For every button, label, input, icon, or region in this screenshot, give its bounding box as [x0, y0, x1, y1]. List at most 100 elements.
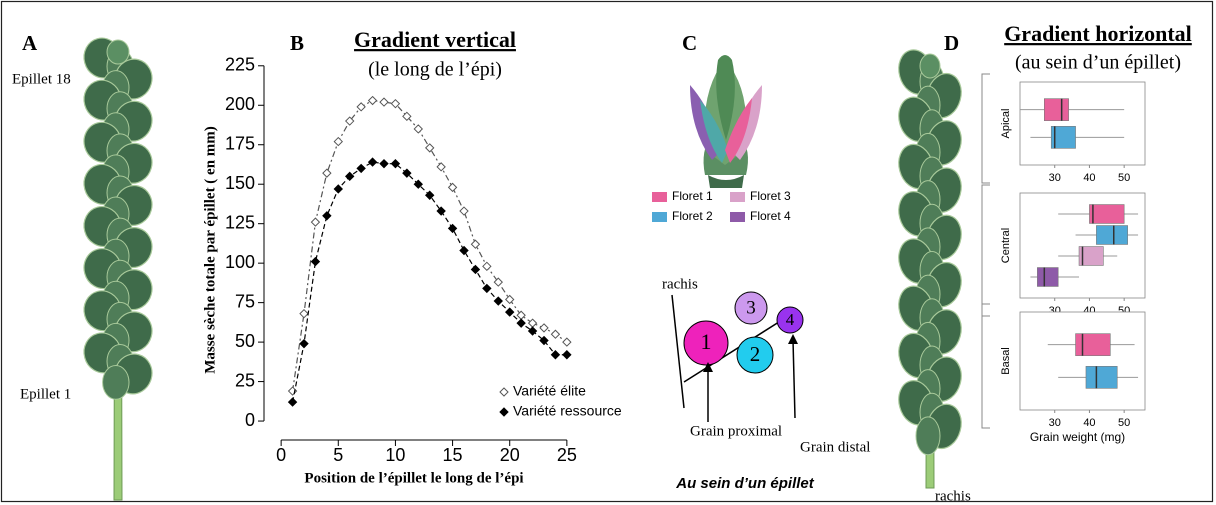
legend-label: Floret 2 — [672, 209, 713, 223]
grain-number: 3 — [746, 297, 756, 318]
data-point — [470, 264, 481, 275]
y-axis-label: Masse sèche totale par épillet ( en mm) — [202, 126, 218, 374]
legend-label: Floret 1 — [672, 189, 713, 203]
chart-subtitle: (au sein d’un épillet) — [1015, 52, 1181, 74]
panel-label: A — [22, 31, 38, 55]
y-tick-label: 50 — [235, 331, 255, 351]
y-tick-label: 200 — [225, 94, 255, 114]
data-point — [550, 350, 561, 360]
x-tick-label: 40 — [1083, 172, 1095, 184]
data-point — [493, 277, 503, 287]
data-point — [402, 111, 412, 122]
plot-area — [1019, 81, 1146, 166]
y-tick-label: 125 — [225, 212, 255, 232]
data-point — [459, 245, 469, 256]
data-point — [287, 397, 298, 407]
data-point — [379, 158, 389, 169]
chart-title: Gradient horizontal — [1004, 21, 1192, 46]
x-tick-label: 50 — [1118, 172, 1130, 184]
grain-number: 2 — [750, 342, 761, 366]
x-axis-label: Grain weight (mg) — [1030, 430, 1125, 444]
data-point — [287, 386, 298, 396]
spikelet-label: Epillet 1 — [20, 386, 71, 402]
box — [1089, 204, 1125, 224]
x-tick-label: 30 — [1049, 417, 1061, 429]
data-point — [402, 168, 412, 178]
data-point — [493, 296, 503, 306]
category-label: Central — [1000, 228, 1012, 263]
y-tick-label: 25 — [235, 370, 255, 390]
data-point — [425, 143, 435, 153]
data-point — [322, 211, 332, 221]
panel-label: C — [682, 31, 697, 55]
legend-swatch — [652, 192, 667, 202]
y-tick-label: 225 — [225, 55, 255, 75]
y-tick-label: 75 — [235, 291, 255, 311]
box — [1050, 126, 1076, 149]
wheat-ear — [898, 49, 962, 489]
data-point — [447, 223, 458, 234]
spikelet-label: Epillet 18 — [12, 71, 71, 87]
legend-swatch — [652, 212, 667, 222]
data-point — [413, 179, 423, 189]
box — [1075, 333, 1111, 356]
grain-label: Grain proximal — [690, 423, 782, 439]
group-bracket — [981, 303, 990, 429]
data-point — [550, 329, 561, 339]
data-point — [345, 116, 355, 126]
data-point — [333, 136, 343, 147]
legend-swatch — [730, 192, 745, 202]
x-tick-label: 0 — [276, 445, 286, 465]
legend-label: Variété ressource — [513, 403, 622, 419]
grain-diagram — [671, 291, 804, 422]
data-point — [470, 239, 481, 249]
box — [1096, 225, 1128, 245]
data-point — [505, 307, 515, 317]
data-point — [516, 310, 526, 320]
data-point — [379, 97, 389, 107]
x-tick-label: 10 — [385, 445, 405, 465]
legend-swatch — [730, 212, 745, 222]
grain-number: 1 — [701, 329, 712, 354]
chart-subtitle: (le long de l’épi) — [368, 59, 502, 81]
data-point — [436, 206, 446, 216]
y-tick-label: 175 — [225, 133, 255, 153]
category-label: Apical — [1000, 109, 1012, 139]
x-tick-label: 20 — [500, 445, 520, 465]
legend-label: Floret 4 — [750, 209, 791, 223]
x-tick-label: 5 — [333, 445, 343, 465]
grain-number: 4 — [786, 310, 795, 329]
data-point — [447, 182, 458, 193]
spikelet-tip — [919, 53, 941, 79]
data-point — [299, 308, 309, 319]
wheat-ear — [83, 37, 153, 501]
group-bracket — [981, 73, 990, 184]
x-tick-label: 30 — [1049, 172, 1061, 184]
data-point — [333, 184, 343, 194]
data-point — [539, 323, 549, 333]
data-point — [367, 157, 378, 167]
data-point — [482, 261, 492, 272]
grain-label: Grain distal — [800, 439, 870, 455]
data-point — [310, 256, 321, 267]
x-tick-label: 25 — [557, 445, 577, 465]
chart-title: Gradient vertical — [354, 27, 516, 52]
floret-illustration — [690, 55, 762, 188]
rachis-label: rachis — [662, 276, 698, 292]
data-point — [390, 158, 401, 169]
data-point — [527, 318, 538, 328]
legend-marker — [499, 407, 509, 417]
data-point — [322, 168, 332, 178]
data-point — [390, 98, 401, 109]
y-tick-label: 100 — [225, 252, 255, 272]
data-point — [527, 326, 538, 336]
data-point — [436, 162, 446, 172]
box — [1037, 267, 1059, 287]
panel-label: D — [944, 31, 959, 55]
category-label: Basal — [1000, 347, 1012, 375]
data-point — [505, 294, 515, 305]
rachis-label: rachis — [935, 488, 971, 504]
y-tick-label: 150 — [225, 173, 255, 193]
